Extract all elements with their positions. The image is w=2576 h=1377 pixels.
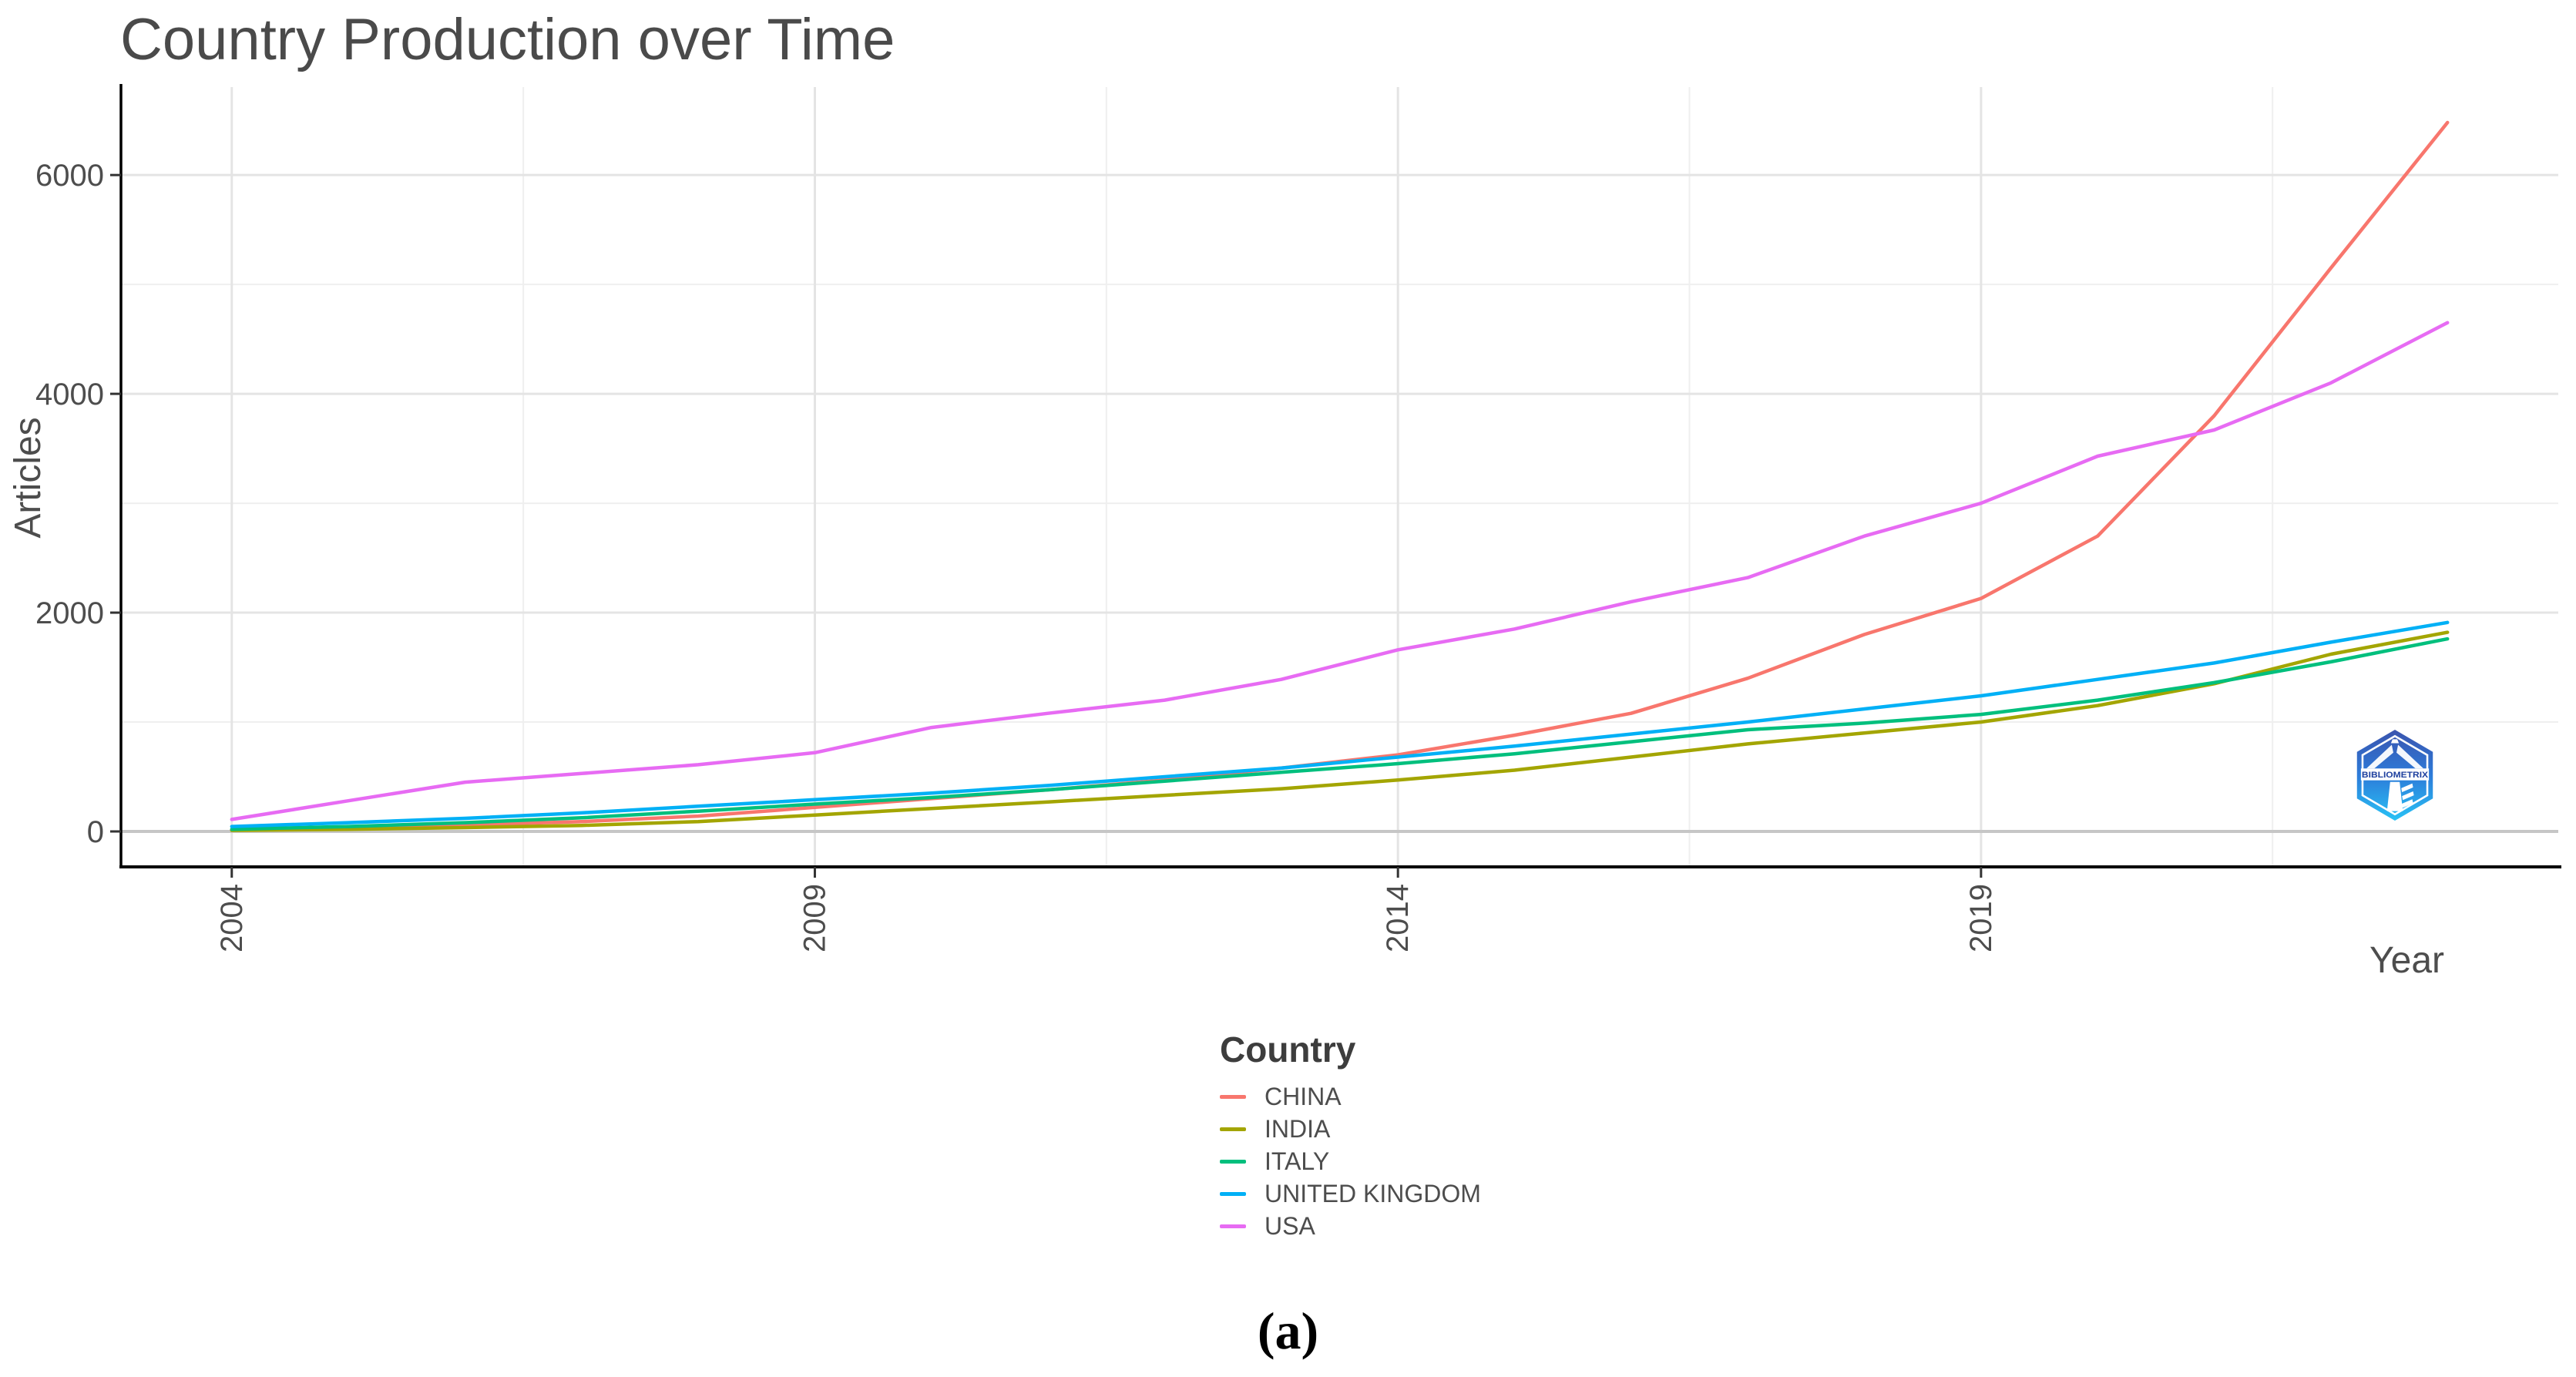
legend-line-swatch <box>1220 1127 1246 1131</box>
series-line-china <box>230 120 2450 832</box>
legend-label: ITALY <box>1264 1147 1330 1175</box>
y-tick-label: 2000 <box>35 596 104 630</box>
figure-caption: (a) <box>1257 1301 1319 1360</box>
legend-label: USA <box>1264 1212 1315 1240</box>
series-line-usa <box>230 321 2450 821</box>
logo-hexagon-inner <box>2361 734 2429 816</box>
y-axis-title: Articles <box>8 417 49 538</box>
logo-beam-right <box>2396 744 2423 769</box>
legend-label: CHINA <box>1264 1083 1342 1110</box>
legend-item-india: INDIA <box>1220 1113 1481 1145</box>
legend-item-china: CHINA <box>1220 1080 1481 1113</box>
y-tick-label: 6000 <box>35 159 104 193</box>
logo-wordmark: BIBLIOMETRIX <box>2362 771 2429 780</box>
x-axis-title: Year <box>2369 940 2444 981</box>
legend-label: UNITED KINGDOM <box>1264 1180 1481 1207</box>
legend-item-united-kingdom: UNITED KINGDOM <box>1220 1177 1481 1210</box>
x-tick-label: 2004 <box>215 884 249 952</box>
legend-line-swatch <box>1220 1224 1246 1228</box>
legend-label: INDIA <box>1264 1115 1331 1143</box>
logo-tower <box>2386 781 2403 811</box>
logo-book-3 <box>2401 799 2413 808</box>
series-line-united-kingdom <box>230 620 2450 828</box>
x-tick-label: 2019 <box>1964 884 1998 952</box>
legend-line-swatch <box>1220 1191 1246 1196</box>
bibliometrix-logo-graphic: BIBLIOMETRIX <box>2356 730 2433 821</box>
legend-line-swatch <box>1220 1094 1246 1099</box>
logo-beam-left <box>2366 744 2393 769</box>
series-line-india <box>230 630 2450 832</box>
logo-book-1 <box>2401 783 2413 793</box>
logo-book-2 <box>2402 791 2414 801</box>
x-tick-label: 2009 <box>798 884 831 952</box>
y-tick-label: 4000 <box>35 378 104 411</box>
legend: Country CHINA INDIA ITALY UNITED KINGDOM USA <box>1220 1029 1481 1242</box>
chart-title: Country Production over Time <box>120 7 895 72</box>
bibliometrix-logo: BIBLIOMETRIX <box>2355 729 2435 821</box>
series-line-italy <box>230 636 2450 831</box>
legend-title: Country <box>1220 1029 1356 1070</box>
legend-item-italy: ITALY <box>1220 1145 1481 1177</box>
legend-item-usa: USA <box>1220 1210 1481 1242</box>
logo-band <box>2360 768 2430 781</box>
y-tick-label: 0 <box>87 815 104 849</box>
legend-items: CHINA INDIA ITALY UNITED KINGDOM USA <box>1220 1080 1481 1242</box>
x-tick-label: 2014 <box>1381 884 1415 952</box>
logo-lantern <box>2390 739 2400 744</box>
legend-line-swatch <box>1220 1159 1246 1164</box>
